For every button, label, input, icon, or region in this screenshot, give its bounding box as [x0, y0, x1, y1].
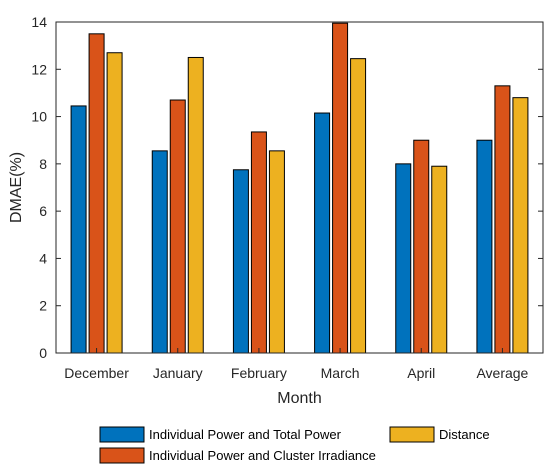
legend-label-individual-power-total-power: Individual Power and Total Power: [149, 427, 342, 442]
bar-april-series-3: [431, 165, 448, 354]
bar-february-series-3: [268, 150, 285, 354]
y-tick-label-14: 14: [31, 14, 47, 30]
plot-frame: [55, 21, 544, 354]
bars-layer: [70, 22, 529, 354]
legend-swatch-individual-power-total-power: [99, 426, 145, 443]
x-axis-title: Month: [277, 390, 321, 407]
bar-january-series-3: [187, 56, 204, 354]
legend: Individual Power and Total Power Individ…: [99, 426, 490, 464]
bar-april-series-1: [395, 163, 412, 354]
bar-january-series-1: [151, 150, 168, 354]
bar-december-series-3: [106, 52, 123, 354]
x-tick-label-march: March: [321, 365, 360, 381]
y-tick-label-8: 8: [39, 156, 47, 172]
legend-swatch-individual-power-cluster-irradiance: [99, 447, 145, 464]
bar-february-series-1: [232, 169, 249, 354]
bar-december-series-2: [88, 33, 105, 354]
legend-label-distance: Distance: [439, 427, 490, 442]
x-tick-label-december: December: [64, 365, 129, 381]
x-tick-label-april: April: [407, 365, 435, 381]
bar-average-series-1: [476, 139, 493, 354]
bar-march-series-2: [332, 22, 349, 354]
x-tick-label-january: January: [153, 365, 203, 381]
y-axis-title: DMAE(%): [8, 152, 25, 223]
y-tick-label-0: 0: [39, 345, 47, 361]
bar-average-series-3: [512, 97, 529, 354]
x-tick-label-february: February: [231, 365, 287, 381]
y-tick-label-2: 2: [39, 298, 47, 314]
bar-march-series-1: [314, 112, 331, 354]
legend-swatch-distance: [389, 426, 435, 443]
y-tick-label-10: 10: [31, 109, 47, 125]
ticks-layer: December January February March April Average…: [31, 14, 543, 381]
y-tick-label-12: 12: [31, 61, 47, 77]
legend-label-individual-power-cluster-irradiance: Individual Power and Cluster Irradiance: [149, 448, 376, 463]
y-tick-label-6: 6: [39, 203, 47, 219]
bar-february-series-2: [250, 131, 267, 354]
bar-december-series-1: [70, 105, 87, 354]
x-tick-label-average: Average: [476, 365, 528, 381]
bar-april-series-2: [413, 139, 430, 354]
y-tick-label-4: 4: [39, 250, 47, 266]
bar-january-series-2: [169, 99, 186, 354]
bar-average-series-2: [494, 85, 511, 354]
bar-march-series-3: [350, 58, 367, 354]
